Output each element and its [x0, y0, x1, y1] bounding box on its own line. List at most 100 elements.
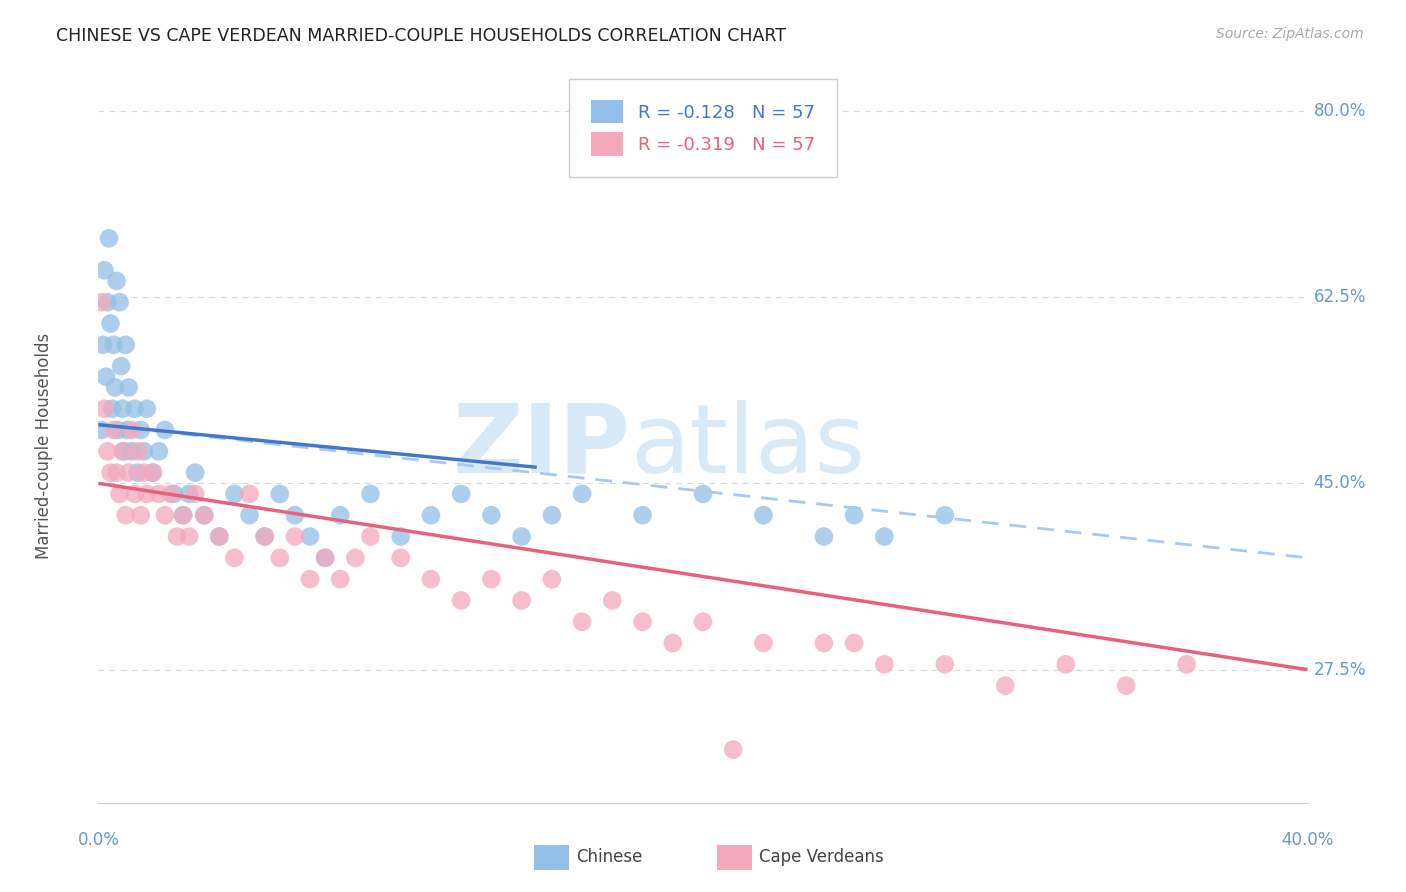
Point — [94, 369, 117, 384]
Point — [420, 572, 443, 586]
Point — [105, 274, 128, 288]
Point — [104, 380, 127, 394]
Text: Chinese: Chinese — [576, 848, 643, 866]
Point — [389, 529, 412, 543]
Point — [602, 593, 624, 607]
Point — [111, 401, 134, 416]
Point — [934, 508, 956, 523]
Point — [108, 487, 131, 501]
Point — [420, 508, 443, 523]
Point — [96, 444, 118, 458]
Point — [90, 423, 112, 437]
Point — [132, 444, 155, 458]
Point — [269, 487, 291, 501]
Point — [661, 636, 683, 650]
Point — [100, 466, 122, 480]
Point — [239, 487, 262, 501]
Point — [135, 487, 157, 501]
Point — [571, 487, 593, 501]
Point — [284, 529, 307, 543]
Point — [193, 508, 215, 523]
Point — [481, 508, 503, 523]
Point — [329, 572, 352, 586]
Point — [510, 529, 533, 543]
Text: 45.0%: 45.0% — [1313, 475, 1367, 492]
Text: 27.5%: 27.5% — [1313, 661, 1367, 679]
Point — [873, 657, 896, 672]
Point — [631, 615, 654, 629]
Point — [813, 529, 835, 543]
Text: Cape Verdeans: Cape Verdeans — [759, 848, 884, 866]
Point — [224, 487, 246, 501]
Point — [91, 338, 114, 352]
Point — [844, 636, 866, 650]
Point — [284, 508, 307, 523]
Point — [994, 679, 1017, 693]
Legend: R = -0.128   N = 57, R = -0.319   N = 57: R = -0.128 N = 57, R = -0.319 N = 57 — [575, 84, 831, 172]
Point — [115, 423, 138, 437]
Point — [571, 615, 593, 629]
Point — [93, 401, 115, 416]
Point — [360, 487, 382, 501]
Point — [96, 295, 118, 310]
Point — [121, 444, 143, 458]
Point — [299, 572, 322, 586]
Point — [114, 338, 136, 352]
Point — [90, 295, 112, 310]
Point — [692, 487, 714, 501]
Point — [129, 508, 152, 523]
Point — [142, 466, 165, 480]
Point — [114, 508, 136, 523]
Point — [103, 423, 125, 437]
Text: Married-couple Households: Married-couple Households — [35, 333, 53, 559]
Point — [163, 487, 186, 501]
Text: 40.0%: 40.0% — [1281, 831, 1334, 849]
Point — [118, 466, 141, 480]
Text: 62.5%: 62.5% — [1313, 288, 1367, 306]
Point — [135, 401, 157, 416]
Point — [118, 380, 141, 394]
Point — [98, 231, 121, 245]
Point — [540, 572, 562, 586]
Point — [299, 529, 322, 543]
Point — [1054, 657, 1077, 672]
Point — [121, 423, 143, 437]
Point — [844, 508, 866, 523]
Point — [184, 487, 207, 501]
Point — [389, 550, 412, 565]
Text: 0.0%: 0.0% — [77, 831, 120, 849]
Point — [208, 529, 231, 543]
Point — [540, 508, 562, 523]
Point — [127, 466, 149, 480]
Point — [129, 423, 152, 437]
Point — [253, 529, 276, 543]
Point — [153, 423, 176, 437]
Point — [813, 636, 835, 650]
Point — [1115, 679, 1137, 693]
Point — [510, 593, 533, 607]
Point — [723, 742, 745, 756]
Point — [873, 529, 896, 543]
Point — [93, 263, 115, 277]
Point — [107, 423, 129, 437]
Point — [148, 487, 170, 501]
Point — [166, 529, 188, 543]
Point — [142, 466, 165, 480]
Point — [105, 466, 128, 480]
Point — [481, 572, 503, 586]
Point — [124, 487, 146, 501]
Point — [239, 508, 262, 523]
Point — [450, 487, 472, 501]
Point — [344, 550, 367, 565]
Point — [193, 508, 215, 523]
Point — [110, 359, 132, 373]
Point — [127, 444, 149, 458]
Point — [752, 508, 775, 523]
Point — [269, 550, 291, 565]
Point — [132, 466, 155, 480]
Point — [160, 487, 183, 501]
Point — [184, 466, 207, 480]
Point — [752, 636, 775, 650]
Point — [101, 401, 124, 416]
Point — [314, 550, 336, 565]
